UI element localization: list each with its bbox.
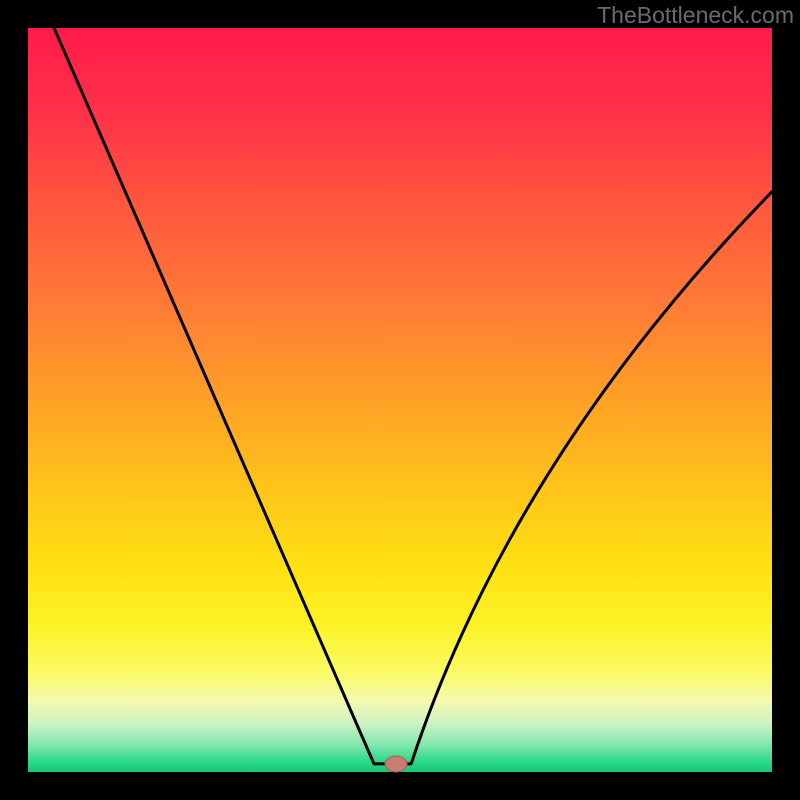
optimum-marker (383, 754, 409, 774)
plot-area (28, 28, 772, 772)
bottleneck-curve (28, 28, 772, 772)
watermark-text: TheBottleneck.com (597, 2, 794, 29)
chart-stage: TheBottleneck.com (0, 0, 800, 800)
